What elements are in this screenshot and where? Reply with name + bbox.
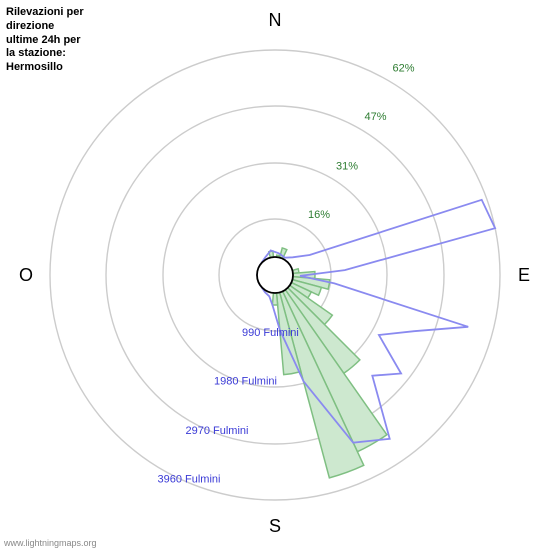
chart-title: Rilevazioni per direzione ultime 24h per… [6,6,84,75]
footer-credit: www.lightningmaps.org [4,538,97,548]
ring-pct-label: 47% [365,111,387,123]
center-hub [257,257,293,293]
cardinal-label: E [518,265,530,285]
title-line: ultime 24h per [6,34,81,46]
ring-pct-label: 62% [393,62,415,74]
title-line: Rilevazioni per [6,6,84,18]
cardinal-label: O [19,265,33,285]
cardinal-label: N [269,10,282,30]
ring-count-label: 2970 Fulmini [186,425,249,437]
ring-pct-label: 31% [336,160,358,172]
cardinal-label: S [269,516,281,536]
ring-count-label: 990 Fulmini [242,327,299,339]
ring-count-label: 3960 Fulmini [158,474,221,486]
detection-sector [272,293,277,305]
title-line: la stazione: [6,47,66,59]
ring-count-label: 1980 Fulmini [214,376,277,388]
ring-pct-label: 16% [308,209,330,221]
title-line: direzione [6,20,54,32]
title-line: Hermosillo [6,61,63,73]
chart-container: { "title_lines": ["Rilevazioni per", "di… [0,0,550,550]
polar-chart: 16% 31% 47% 62% 990 Fulmini 1980 Fulmini 2970 … [0,0,550,550]
